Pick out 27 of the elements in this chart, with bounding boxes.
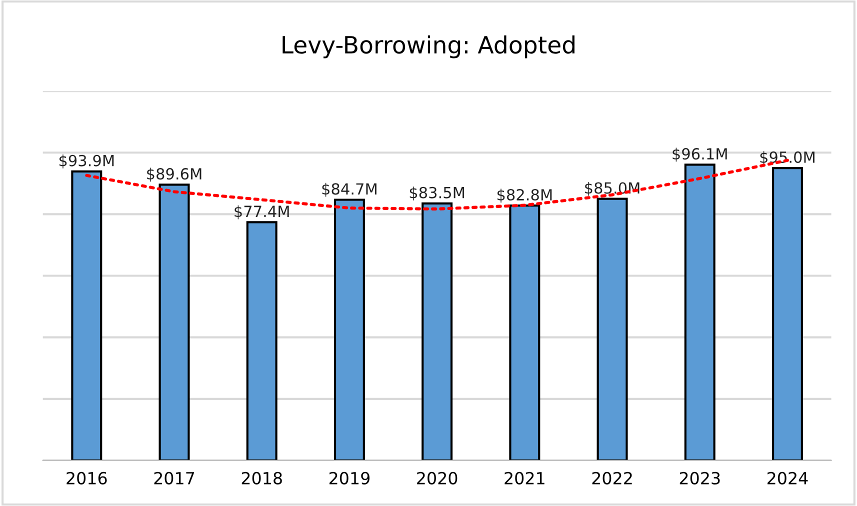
bar bbox=[158, 184, 190, 460]
x-tick-label: 2017 bbox=[154, 472, 194, 484]
x-tick-label: 2022 bbox=[592, 472, 632, 484]
data-label: $89.6M bbox=[147, 168, 202, 182]
data-label: $93.9M bbox=[59, 154, 114, 168]
bar bbox=[772, 166, 803, 460]
bar bbox=[509, 204, 540, 460]
bar bbox=[422, 202, 453, 460]
x-tick-label: 2023 bbox=[680, 472, 720, 484]
bar bbox=[246, 221, 278, 460]
x-tick-label: 2020 bbox=[417, 472, 458, 484]
bar bbox=[684, 164, 716, 460]
x-tick-label: 2024 bbox=[768, 472, 808, 484]
x-tick-label: 2018 bbox=[242, 472, 282, 484]
data-label: $83.5M bbox=[410, 186, 464, 200]
x-tick-label: 2019 bbox=[329, 472, 370, 484]
bar bbox=[596, 198, 628, 460]
data-label: $82.8M bbox=[497, 188, 552, 203]
data-label: $95.0M bbox=[760, 151, 814, 166]
x-tick-label: 2016 bbox=[66, 472, 107, 484]
chart-title: Levy-Borrowing: Adopted bbox=[282, 35, 574, 58]
bar bbox=[71, 170, 102, 460]
data-label: $77.4M bbox=[234, 205, 289, 220]
x-tick-label: 2021 bbox=[504, 472, 544, 484]
data-label: $84.7M bbox=[322, 182, 376, 197]
data-label: $96.1M bbox=[672, 148, 727, 162]
bar bbox=[334, 198, 365, 460]
